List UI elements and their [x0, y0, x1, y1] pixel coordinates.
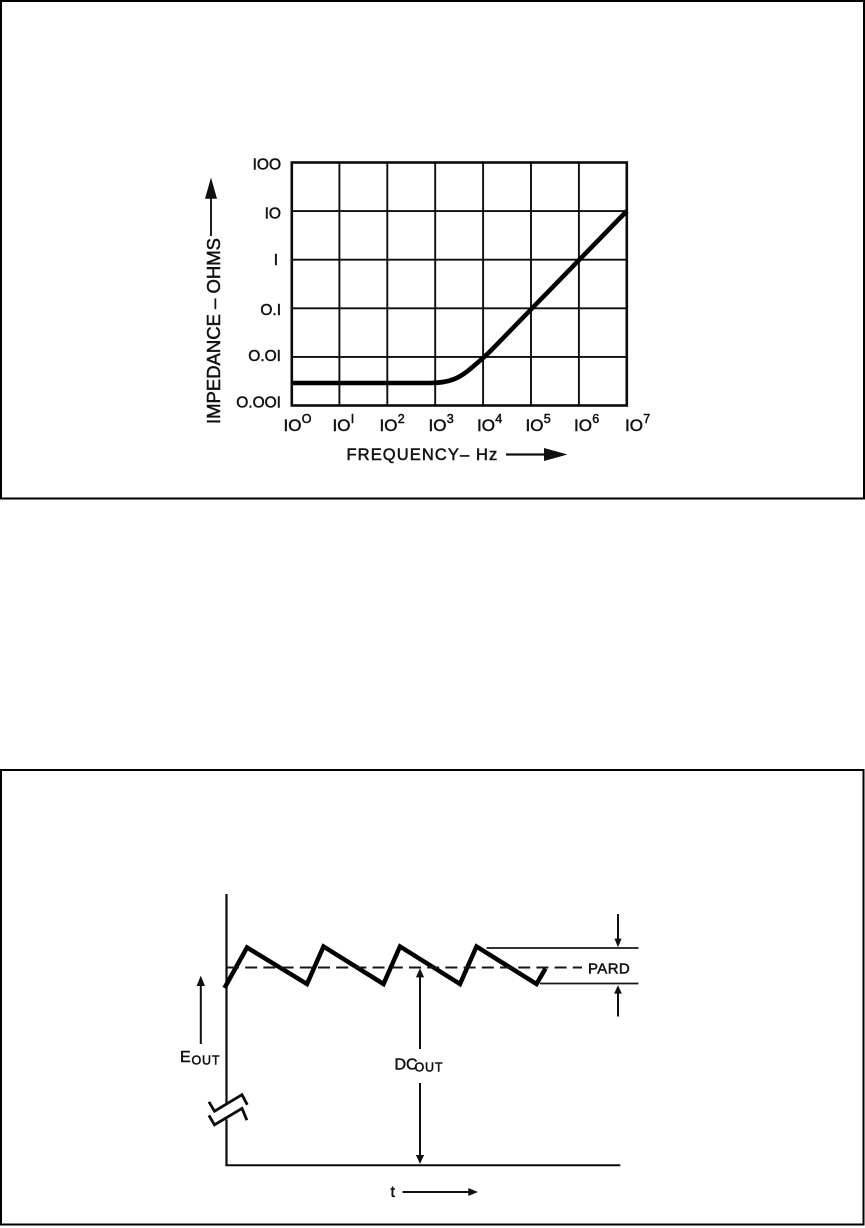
- svg-text:IO: IO: [477, 416, 495, 435]
- svg-text:I: I: [274, 252, 278, 269]
- svg-text:E: E: [180, 1049, 191, 1066]
- svg-text:OUT: OUT: [415, 1061, 444, 1075]
- svg-text:7: 7: [643, 412, 650, 426]
- svg-text:IO: IO: [265, 206, 281, 223]
- svg-text:IO: IO: [333, 416, 351, 435]
- svg-text:IO: IO: [574, 416, 592, 435]
- svg-text:O.I: O.I: [260, 302, 281, 319]
- svg-text:IO: IO: [284, 416, 302, 435]
- svg-text:4: 4: [495, 412, 502, 426]
- svg-text:IO: IO: [429, 416, 447, 435]
- svg-text:I: I: [351, 412, 354, 426]
- svg-text:IMPEDANCE – OHMS: IMPEDANCE – OHMS: [203, 238, 224, 424]
- svg-text:IO: IO: [526, 416, 544, 435]
- svg-text:DC: DC: [395, 1057, 418, 1074]
- svg-text:O: O: [302, 412, 312, 426]
- svg-text:FREQUENCY– Hz: FREQUENCY– Hz: [347, 446, 499, 464]
- svg-text:IO: IO: [380, 416, 398, 435]
- svg-text:IOO: IOO: [253, 157, 281, 174]
- svg-text:PARD: PARD: [588, 961, 630, 978]
- svg-text:5: 5: [544, 412, 551, 426]
- svg-text:O.OOI: O.OOI: [236, 395, 281, 412]
- svg-text:t: t: [391, 1184, 396, 1201]
- svg-text:IO: IO: [625, 416, 643, 435]
- svg-text:O.OI: O.OI: [248, 348, 281, 365]
- svg-text:OUT: OUT: [192, 1054, 221, 1068]
- svg-text:6: 6: [592, 412, 599, 426]
- svg-text:3: 3: [447, 412, 454, 426]
- svg-text:2: 2: [398, 412, 405, 426]
